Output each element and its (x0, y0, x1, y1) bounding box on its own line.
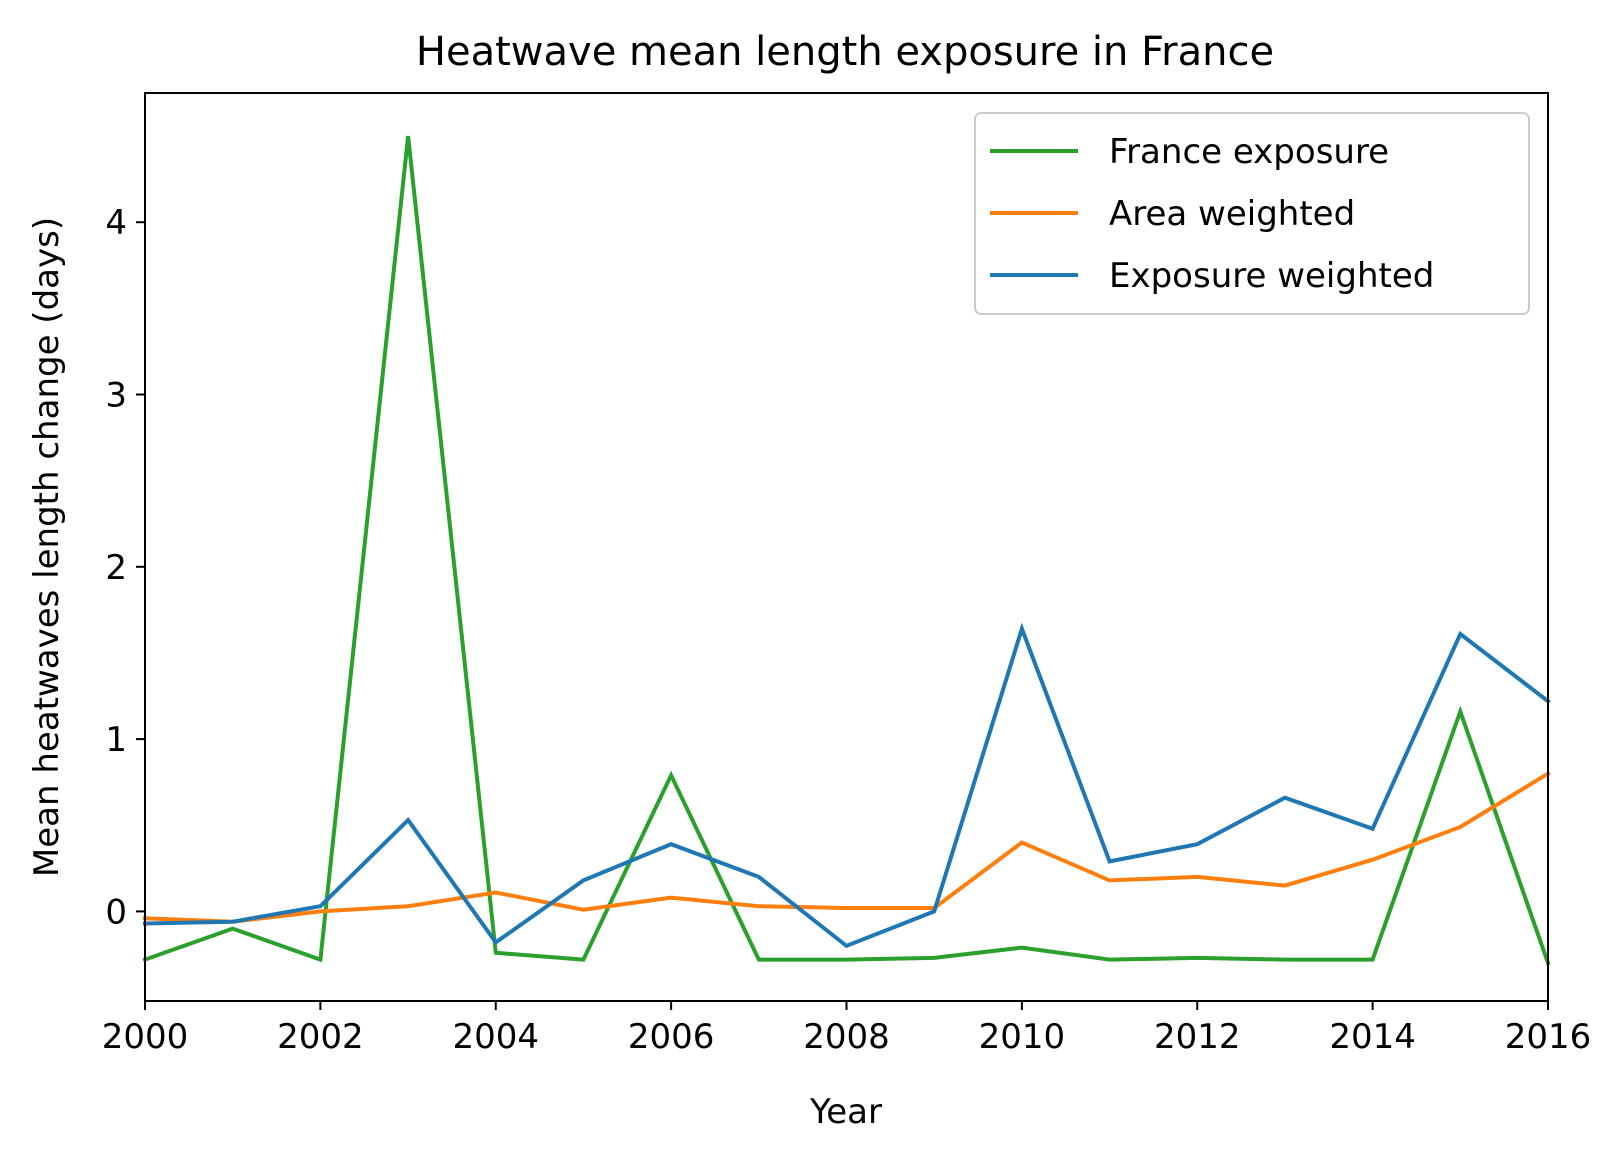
y-tick-label: 1 (105, 720, 127, 760)
x-tick-label: 2002 (277, 1017, 364, 1057)
legend-items: France exposure Area weighted Exposure wei… (990, 132, 1434, 296)
x-tick-label: 2010 (979, 1017, 1066, 1057)
series-layer (142, 135, 1551, 966)
legend: France exposure Area weighted Exposure wei… (974, 112, 1530, 315)
x-tick-label: 2000 (102, 1017, 189, 1057)
series-line-france-exposure (142, 135, 1551, 966)
x-axis-label: Year (809, 1092, 882, 1132)
legend-label-france-exposure: France exposure (1109, 132, 1389, 172)
y-tick-label: 0 (105, 892, 127, 932)
x-tick-label: 2016 (1505, 1017, 1592, 1057)
legend-label-exposure-weighted: Exposure weighted (1109, 256, 1434, 296)
x-tick-label: 2006 (628, 1017, 715, 1057)
x-tick-label: 2012 (1154, 1017, 1241, 1057)
legend-label-area-weighted: Area weighted (1109, 194, 1355, 234)
series-line-area-weighted (142, 770, 1551, 924)
series-line-exposure-weighted (142, 622, 1551, 949)
chart-title: Heatwave mean length exposure in France (416, 29, 1274, 75)
x-tick-label: 2004 (452, 1017, 539, 1057)
y-tick-label: 3 (105, 376, 127, 416)
x-axis-ticks: 2000 2002 2004 2006 2008 2010 2012 2014 2016 (102, 1001, 1592, 1057)
y-tick-label: 4 (105, 203, 127, 243)
x-tick-label: 2014 (1329, 1017, 1416, 1057)
legend-box (974, 112, 1530, 315)
y-tick-label: 2 (105, 548, 127, 588)
y-axis-label: Mean heatwaves length change (days) (27, 217, 67, 877)
y-axis-ticks: 0 1 2 3 4 (105, 203, 145, 932)
x-tick-label: 2008 (803, 1017, 890, 1057)
